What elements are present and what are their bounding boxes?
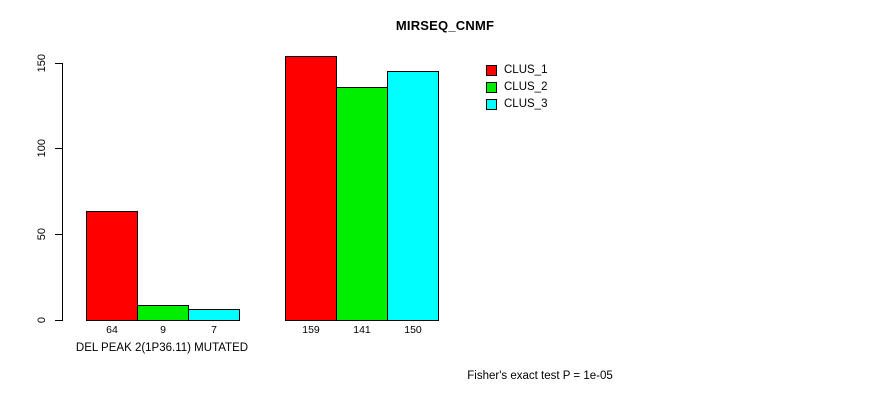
bar-value-group2-clus3: 150 <box>404 324 422 336</box>
legend-label-clus-1: CLUS_1 <box>504 63 548 76</box>
chart-title: MIRSEQ_CNMF <box>395 18 495 33</box>
y-tick-mark-0 <box>55 320 63 321</box>
bar-group2-clus3 <box>387 71 439 321</box>
legend-label-clus-3: CLUS_3 <box>504 97 548 110</box>
y-tick-mark-50 <box>55 234 63 235</box>
legend-label-clus-2: CLUS_2 <box>504 80 548 93</box>
bar-group1-clus1 <box>86 211 138 321</box>
y-tick-label-0: 0 <box>36 316 48 324</box>
bar-group1-clus2 <box>137 305 189 321</box>
legend-item-clus-2: CLUS_2 <box>486 79 547 96</box>
legend-swatch-icon-clus-3 <box>486 99 497 110</box>
bar-value-group1-clus3: 7 <box>211 324 217 336</box>
bar-group2-clus2 <box>336 87 388 321</box>
bar-value-group2-clus1: 159 <box>302 324 320 336</box>
group-1-label: DEL PEAK 2(1P36.11) MUTATED <box>75 342 249 354</box>
y-tick-mark-150 <box>55 63 63 64</box>
statistical-test-annotation: Fisher's exact test P = 1e-05 <box>467 370 613 382</box>
legend-swatch-icon-clus-2 <box>486 82 497 93</box>
y-tick-label-0-wrap: 0 <box>26 305 48 335</box>
y-axis-title: number of cases <box>0 158 76 239</box>
y-tick-mark-100 <box>55 148 63 149</box>
y-tick-label-100: 100 <box>36 138 48 158</box>
y-axis-line <box>62 63 63 321</box>
y-tick-label-150: 150 <box>36 53 48 73</box>
legend-item-clus-3: CLUS_3 <box>486 96 547 113</box>
bar-value-group2-clus2: 141 <box>353 324 371 336</box>
bar-group2-clus1 <box>285 56 337 321</box>
legend-swatch-icon-clus-1 <box>486 65 497 76</box>
bar-value-group1-clus1: 64 <box>106 324 118 336</box>
legend-item-clus-1: CLUS_1 <box>486 62 547 79</box>
bar-group1-clus3 <box>188 309 240 321</box>
y-tick-label-150-wrap: 150 <box>26 48 48 78</box>
legend: CLUS_1 CLUS_2 CLUS_3 <box>486 62 547 113</box>
bar-value-group1-clus2: 9 <box>160 324 166 336</box>
